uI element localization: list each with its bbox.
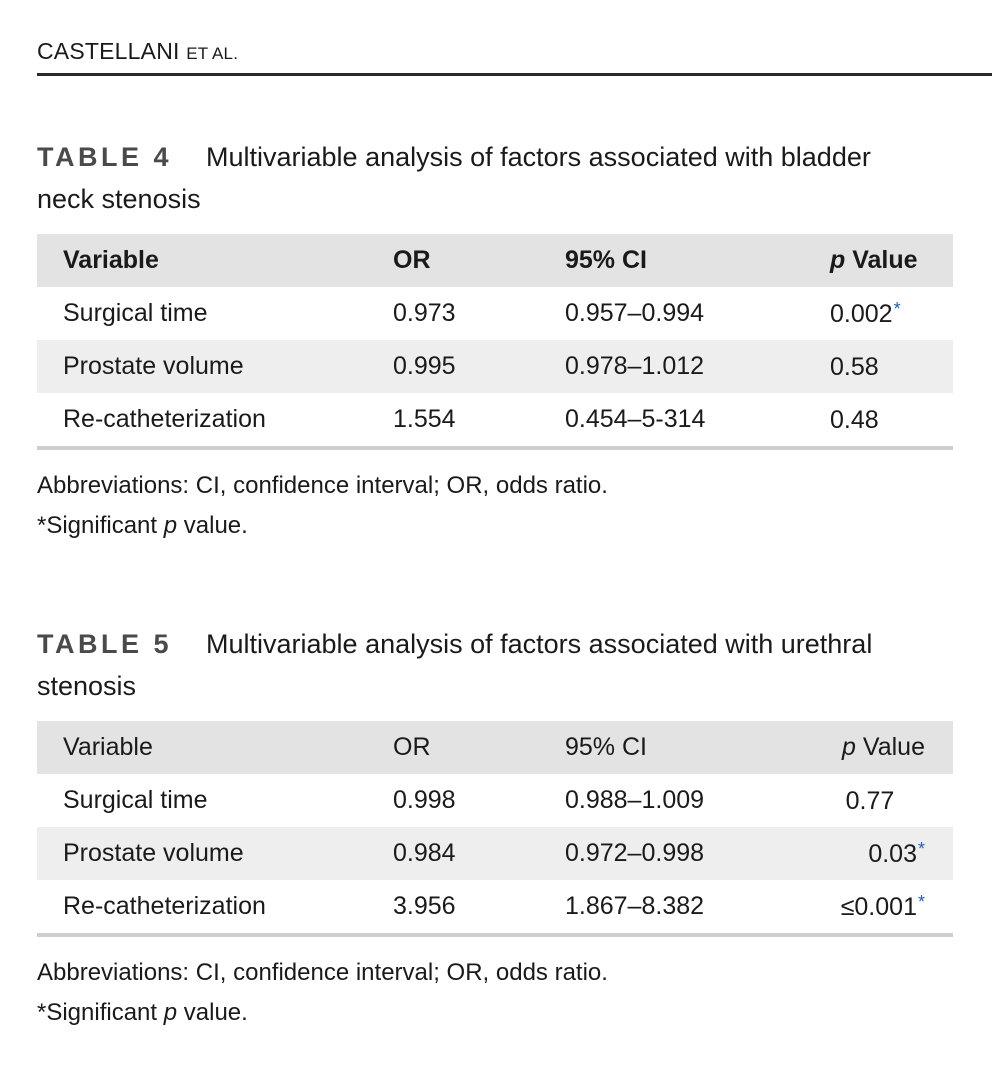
cell-variable: Re-catheterization	[37, 393, 393, 450]
table-row: Prostate volume 0.984 0.972–0.998 0.03*	[37, 827, 953, 880]
table-5-header-row: Variable OR 95% CI p Value	[37, 721, 953, 774]
cell-or: 3.956	[393, 880, 565, 937]
cell-p-value: 0.48	[828, 393, 953, 450]
cell-variable: Surgical time	[63, 786, 208, 814]
table-4-block: TABLE 4 Multivariable analysis of factors…	[37, 136, 953, 546]
cell-variable: Prostate volume	[63, 352, 244, 380]
col-header-variable: Variable	[63, 246, 159, 274]
running-head-suffix: ET AL.	[186, 44, 239, 63]
table-row: Re-catheterization 1.554 0.454–5-314 0.4…	[37, 393, 953, 450]
cell-or: 0.995	[393, 352, 456, 380]
table-5-caption-line1: Multivariable analysis of factors associ…	[206, 629, 873, 659]
table-5-footnotes: Abbreviations: CI, confidence interval; …	[37, 953, 953, 1033]
cell-ci: 0.988–1.009	[565, 786, 705, 814]
table-5-caption-line2: stenosis	[37, 671, 137, 701]
table-4-footnotes: Abbreviations: CI, confidence interval; …	[37, 466, 953, 546]
cell-variable: Re-catheterization	[37, 880, 393, 937]
significance-note: *Significant p value.	[37, 999, 248, 1026]
col-header-p-value: p Value	[842, 733, 925, 761]
table-5-caption: TABLE 5 Multivariable analysis of factors…	[37, 623, 953, 707]
col-header-or: OR	[393, 733, 431, 761]
table-4-header-row: Variable OR 95% CI p Value	[37, 234, 953, 287]
running-head: CASTELLANI ET AL.	[37, 38, 238, 65]
cell-p-value: 0.58	[830, 352, 879, 381]
cell-p-value: 0.002*	[830, 298, 901, 328]
cell-p-value: 0.03*	[868, 838, 925, 868]
table-4-caption-line2: neck stenosis	[37, 184, 201, 214]
cell-or: 1.554	[393, 393, 565, 450]
cell-ci: 0.978–1.012	[565, 352, 705, 380]
header-rule	[37, 73, 992, 76]
significance-asterisk: *	[917, 838, 925, 859]
cell-ci: 0.454–5-314	[565, 393, 828, 450]
col-header-ci: 95% CI	[565, 246, 647, 274]
table-row: Re-catheterization 3.956 1.867–8.382 ≤0.…	[37, 880, 953, 937]
table-4-label: TABLE 4	[37, 142, 173, 172]
abbreviations-note: Abbreviations: CI, confidence interval; …	[37, 959, 608, 986]
cell-or: 0.984	[393, 839, 456, 867]
table-5: Variable OR 95% CI p Value Surgical time…	[37, 721, 953, 937]
significance-note: *Significant p value.	[37, 512, 248, 539]
table-4-caption-line1: Multivariable analysis of factors associ…	[206, 142, 871, 172]
table-5-block: TABLE 5 Multivariable analysis of factors…	[37, 623, 953, 1033]
table-4-caption: TABLE 4 Multivariable analysis of factors…	[37, 136, 953, 220]
col-header-p-value: p Value	[830, 246, 918, 274]
significance-asterisk: *	[893, 298, 901, 319]
table-row: Surgical time 0.998 0.988–1.009 0.77	[37, 774, 953, 827]
cell-ci: 1.867–8.382	[565, 880, 828, 937]
cell-variable: Prostate volume	[63, 839, 244, 867]
col-header-or: OR	[393, 246, 431, 274]
cell-p-value: 0.77	[845, 786, 895, 815]
table-row: Prostate volume 0.995 0.978–1.012 0.58	[37, 340, 953, 393]
col-header-variable: Variable	[63, 733, 153, 761]
col-header-ci: 95% CI	[565, 733, 647, 761]
running-head-author: CASTELLANI	[37, 38, 180, 64]
cell-or: 0.973	[393, 299, 456, 327]
cell-variable: Surgical time	[63, 299, 208, 327]
cell-ci: 0.957–0.994	[565, 299, 705, 327]
significance-asterisk: *	[917, 891, 925, 912]
cell-p-value: ≤0.001*	[828, 880, 953, 937]
table-4: Variable OR 95% CI p Value Surgical time…	[37, 234, 953, 450]
cell-or: 0.998	[393, 786, 456, 814]
table-5-label: TABLE 5	[37, 629, 173, 659]
table-row: Surgical time 0.973 0.957–0.994 0.002*	[37, 287, 953, 340]
abbreviations-note: Abbreviations: CI, confidence interval; …	[37, 472, 608, 499]
cell-ci: 0.972–0.998	[565, 839, 705, 867]
